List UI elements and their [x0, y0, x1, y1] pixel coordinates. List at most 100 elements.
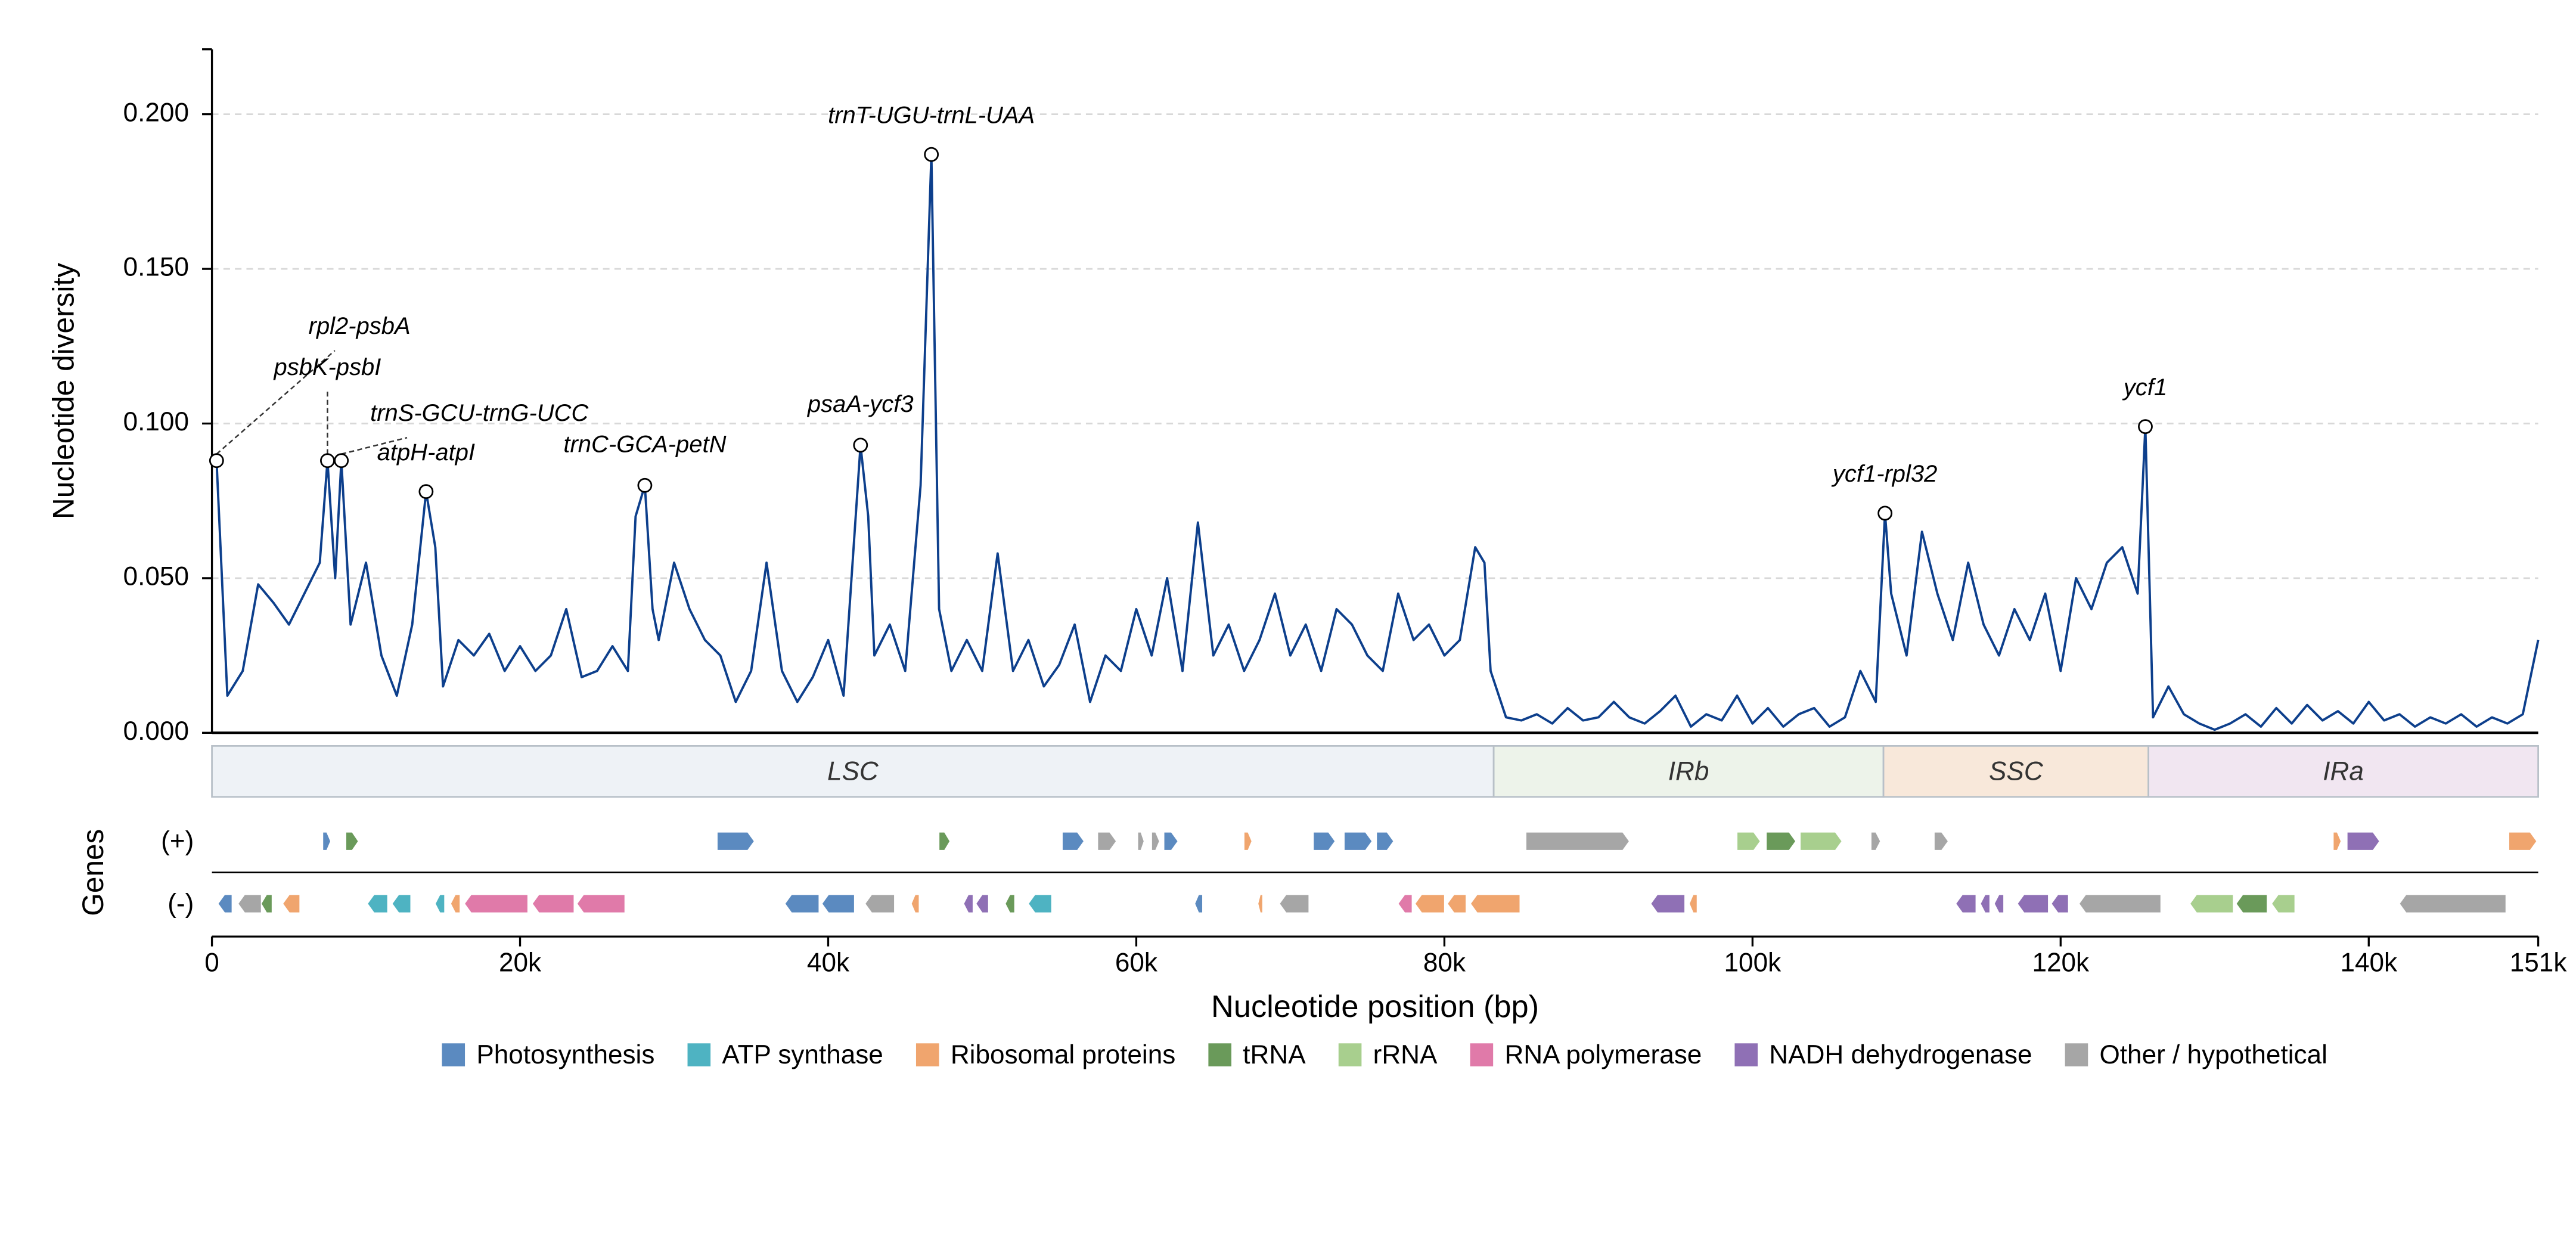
gene — [939, 832, 951, 851]
x-tick-label: 151k — [2510, 948, 2568, 978]
gene — [1028, 894, 1052, 913]
legend-label: tRNA — [1243, 1040, 1306, 1069]
legend-swatch — [1470, 1043, 1494, 1066]
gene — [821, 894, 855, 913]
x-tick-label: 80k — [1423, 948, 1466, 978]
annotation-label: ycf1-rpl32 — [1831, 461, 1937, 487]
gene — [2333, 832, 2342, 851]
gene — [260, 894, 272, 913]
legend-swatch — [1338, 1043, 1362, 1066]
x-tick-label: 100k — [1724, 948, 1782, 978]
legend-swatch — [442, 1043, 465, 1066]
gene — [1955, 894, 1976, 913]
gene — [1005, 894, 1015, 913]
y-tick-label: 0.050 — [123, 562, 189, 591]
annotation-point — [320, 453, 335, 469]
gene — [2189, 894, 2234, 913]
gene — [237, 894, 262, 913]
region-label: IRa — [2323, 757, 2364, 786]
gene — [1447, 894, 1467, 913]
gene — [975, 894, 989, 913]
y-tick-label: 0.000 — [123, 717, 189, 746]
gene — [864, 894, 895, 913]
gene — [2347, 832, 2381, 851]
region-label: SSC — [1989, 757, 2044, 786]
gene — [434, 894, 445, 913]
gene — [1313, 832, 1336, 851]
x-tick-label: 60k — [1115, 948, 1158, 978]
gene — [464, 894, 529, 913]
region — [2147, 745, 2539, 798]
gene — [784, 894, 820, 913]
gene — [1470, 894, 1520, 913]
region — [211, 745, 1495, 798]
x-tick-label: 140k — [2340, 948, 2398, 978]
annotation-label: atpH-atpI — [377, 439, 475, 466]
gene — [532, 894, 575, 913]
gene — [1870, 832, 1881, 851]
annotation-label: psaA-ycf3 — [807, 391, 914, 417]
gene — [963, 894, 974, 913]
y-tick-label: 0.100 — [123, 407, 189, 436]
gene — [2078, 894, 2161, 913]
legend-swatch — [1208, 1043, 1232, 1066]
legend-label: RNA polymerase — [1504, 1040, 1702, 1069]
gene — [218, 894, 232, 913]
annotation-label: rpl2-psbA — [309, 313, 411, 339]
diversity-line — [215, 153, 2540, 731]
annotation-leader — [216, 350, 336, 455]
x-tick-label: 40k — [807, 948, 850, 978]
legend-label: Photosynthesis — [476, 1040, 654, 1069]
gene — [1258, 894, 1263, 913]
annotation-point — [853, 438, 868, 453]
annotation-label: psbK-psbI — [273, 354, 381, 380]
gene — [2271, 894, 2295, 913]
gene — [1689, 894, 1697, 913]
annotation-point — [924, 147, 939, 162]
gene — [282, 894, 300, 913]
y-tick-label: 0.200 — [123, 98, 189, 127]
gene — [1163, 832, 1178, 851]
annotation-point — [1877, 505, 1893, 521]
gene — [1279, 894, 1309, 913]
gene — [1650, 894, 1686, 913]
x-axis-label: Nucleotide position (bp) — [1211, 990, 1539, 1024]
gene — [345, 832, 359, 851]
gene — [2017, 894, 2049, 913]
gene — [1194, 894, 1203, 913]
x-tick-label: 120k — [2032, 948, 2090, 978]
annotation-point — [2138, 419, 2153, 435]
gene — [2236, 894, 2268, 913]
legend-label: Ribosomal proteins — [951, 1040, 1175, 1069]
gene — [1414, 894, 1445, 913]
gene — [322, 832, 331, 851]
gene — [1994, 894, 2004, 913]
gene — [1376, 832, 1394, 851]
gene — [392, 894, 411, 913]
gene — [1933, 832, 1949, 851]
legend-label: rRNA — [1373, 1040, 1438, 1069]
gene — [1151, 832, 1160, 851]
gene — [450, 894, 461, 913]
gene — [1766, 832, 1796, 851]
legend-swatch — [2065, 1043, 2088, 1066]
strand-label: (-) — [167, 889, 194, 918]
annotation-label: trnS-GCU-trnG-UCC — [370, 400, 589, 426]
annotation-label: trnT-UGU-trnL-UAA — [828, 102, 1035, 128]
gene — [2399, 894, 2506, 913]
gene — [2508, 832, 2537, 851]
genes-label: Genes — [76, 829, 110, 916]
x-tick-label: 0 — [204, 948, 219, 978]
legend-label: ATP synthase — [722, 1040, 883, 1069]
legend-swatch — [687, 1043, 711, 1066]
gene — [367, 894, 388, 913]
gene — [1525, 832, 1630, 851]
annotation-label: trnC-GCA-petN — [563, 432, 726, 458]
gene — [1343, 832, 1373, 851]
legend-swatch — [1734, 1043, 1758, 1066]
x-tick-label: 20k — [499, 948, 542, 978]
gene — [1097, 832, 1117, 851]
annotation-point — [209, 453, 224, 469]
gene — [1137, 832, 1144, 851]
